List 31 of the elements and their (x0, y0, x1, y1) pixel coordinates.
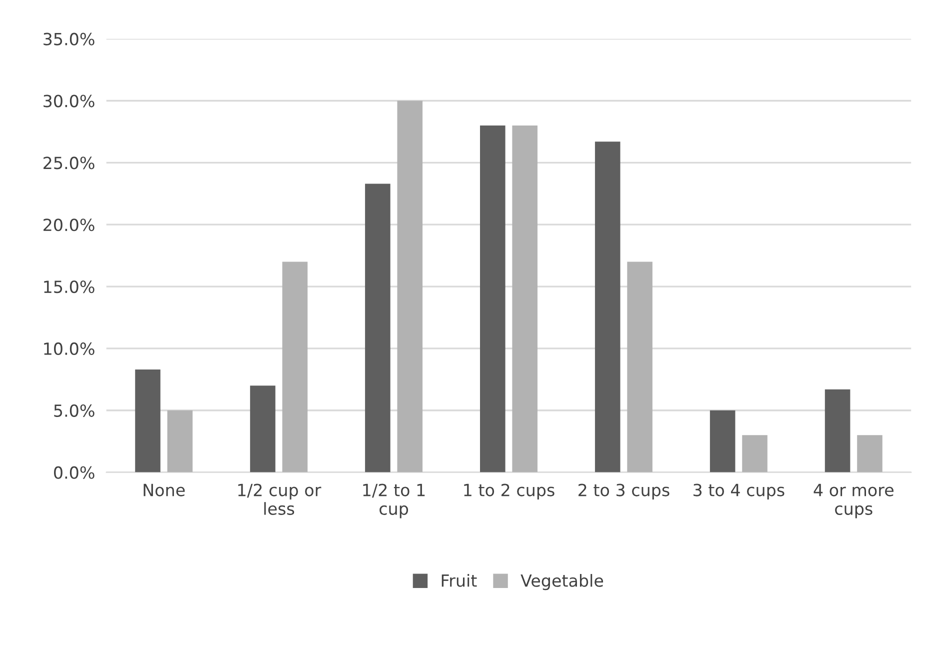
bar (135, 370, 160, 472)
y-tick-label: 35.0% (44, 32, 94, 46)
bar (710, 410, 736, 472)
bar (824, 389, 850, 472)
bar (512, 126, 538, 472)
bar (250, 386, 276, 472)
bar (167, 410, 193, 472)
x-tick-label: 1/2 cup or less (238, 484, 322, 515)
y-tick-label: 10.0% (44, 342, 94, 356)
y-tick-label: 30.0% (44, 94, 94, 108)
x-tick-label: 3 to 4 cups (694, 484, 784, 500)
bar (742, 435, 768, 472)
bar (480, 126, 506, 472)
x-tick-label: 2 to 3 cups (578, 484, 670, 500)
y-tick-label: 0.0% (54, 466, 94, 479)
legend-label: Vegetable (520, 574, 604, 590)
bar (627, 262, 652, 472)
bar (365, 184, 390, 472)
bar (282, 262, 308, 472)
y-tick-label: 25.0% (44, 156, 94, 170)
legend-label: Fruit (442, 574, 477, 587)
y-tick-label: 5.0% (54, 404, 94, 417)
x-tick-label: None (144, 484, 185, 496)
bar (857, 435, 882, 472)
y-tick-label: 20.0% (44, 218, 94, 232)
x-tick-label: 1/2 to 1 cup (363, 484, 425, 518)
bar (594, 142, 620, 472)
bar (397, 100, 423, 472)
x-tick-label: 4 or more cups (814, 484, 894, 518)
y-tick-label: 15.0% (44, 280, 94, 294)
x-tick-label: 1 to 2 cups (464, 484, 554, 500)
